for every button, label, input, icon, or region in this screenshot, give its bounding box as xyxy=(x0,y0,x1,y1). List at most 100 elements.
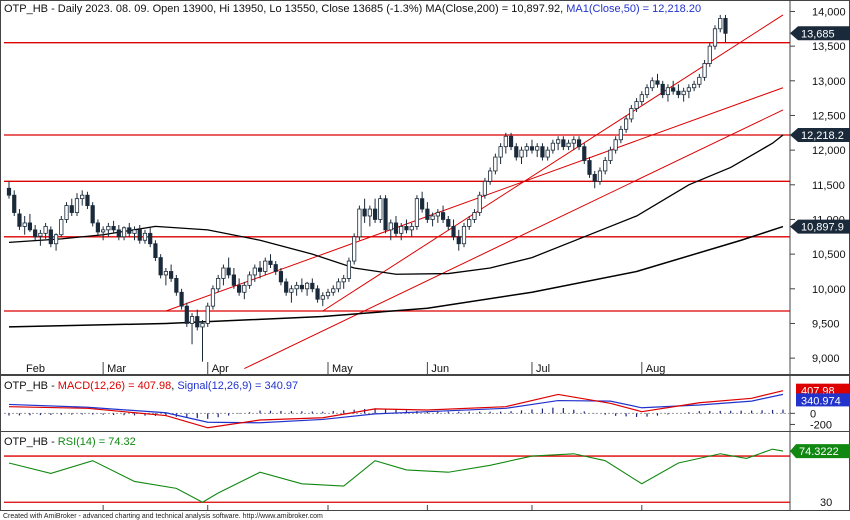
macd-line xyxy=(8,390,784,429)
candle-body xyxy=(655,80,660,85)
channel-trendline xyxy=(322,14,784,312)
candle-body xyxy=(346,260,352,279)
candle-body xyxy=(315,288,320,300)
candle-body xyxy=(477,194,482,213)
candle-body xyxy=(341,277,346,283)
ma200-line xyxy=(8,225,784,328)
candle-body xyxy=(440,212,446,220)
candle-body xyxy=(529,146,535,151)
candle-body xyxy=(639,94,644,102)
candle-body xyxy=(69,205,74,213)
candle-body xyxy=(561,139,566,148)
candle-body xyxy=(325,291,331,297)
candle-body xyxy=(393,222,399,234)
candle-body xyxy=(284,281,289,293)
candle-body xyxy=(629,108,634,120)
candle-body xyxy=(571,139,576,144)
candle-body xyxy=(582,146,587,161)
x-tick-label: Jul xyxy=(536,363,550,375)
candle-body xyxy=(247,274,252,286)
y-tick-label: 12,000 xyxy=(812,145,846,157)
candle-body xyxy=(592,173,597,182)
candle-body xyxy=(17,213,22,227)
candle-body xyxy=(111,225,116,231)
candle-body xyxy=(435,212,440,217)
candle-body xyxy=(613,139,618,151)
candle-body xyxy=(27,222,33,231)
ma50-value-badge-text: 12,218.2 xyxy=(801,130,844,142)
signal-value-text: 340.974 xyxy=(801,395,841,407)
ma50-legend: MA1(Close,50) = 12,218.20 xyxy=(566,3,701,15)
candle-body xyxy=(38,232,43,237)
ma200-value-badge-text: 10,897.9 xyxy=(801,222,844,234)
candle-body xyxy=(22,222,27,227)
candle-body xyxy=(409,225,414,231)
channel-trendline xyxy=(165,87,784,312)
current-price-badge-text: 13,685 xyxy=(801,28,835,40)
candle-body xyxy=(252,267,257,276)
candle-body xyxy=(231,274,236,286)
candle-body xyxy=(493,156,498,172)
candle-body xyxy=(237,284,242,293)
candle-body xyxy=(451,225,456,238)
candle-body xyxy=(624,118,629,130)
candle-body xyxy=(618,128,623,141)
rsi-line xyxy=(8,448,784,503)
candle-body xyxy=(545,149,550,158)
candle-body xyxy=(268,260,273,265)
ma200-value-badge xyxy=(790,219,850,234)
candle-body xyxy=(718,17,723,30)
candle-body xyxy=(179,291,184,307)
candle-body xyxy=(702,63,707,78)
candle-body xyxy=(148,232,153,245)
candle-body xyxy=(676,90,681,96)
candle-body xyxy=(524,146,529,151)
candle-body xyxy=(174,277,179,293)
candle-body xyxy=(6,187,12,196)
candle-body xyxy=(650,80,655,89)
candle-body xyxy=(456,236,461,245)
candle-body xyxy=(634,101,639,109)
candle-body xyxy=(59,219,64,236)
candle-body xyxy=(80,194,85,200)
macd-title: OTP_HB - MACD(12,26) = 407.98, Signal(12… xyxy=(4,380,298,392)
candle-body xyxy=(200,323,205,328)
rsi-title: OTP_HB - RSI(14) = 74.32 xyxy=(4,436,136,448)
macd-legend: MACD(12,26) = 407.98 xyxy=(58,380,171,392)
y-tick-label: 14,000 xyxy=(812,6,846,18)
candle-body xyxy=(116,229,121,238)
candle-body xyxy=(189,316,195,324)
candle-body xyxy=(64,205,69,220)
chart-title: OTP_HB - Daily 2023. 08. 09. Open 13900,… xyxy=(4,3,701,15)
candle-body xyxy=(43,225,48,234)
candle-body xyxy=(503,135,508,148)
candle-body xyxy=(446,219,451,227)
candle-body xyxy=(707,45,712,64)
chart-ohlc-info: - Daily 2023. 08. 09. Open 13900, Hi 139… xyxy=(48,3,566,15)
candle-body xyxy=(53,234,59,245)
candle-body xyxy=(132,229,137,234)
candle-body xyxy=(357,208,362,238)
candle-body xyxy=(362,208,367,217)
candle-body xyxy=(273,264,278,272)
candle-body xyxy=(550,142,555,151)
candle-body xyxy=(210,288,216,307)
candle-body xyxy=(514,146,519,158)
candle-body xyxy=(278,271,284,283)
current-price-badge xyxy=(790,26,850,41)
candle-body xyxy=(587,160,592,175)
candle-body xyxy=(472,212,477,220)
candle-body xyxy=(310,282,315,290)
rsi-legend: RSI(14) = 74.32 xyxy=(58,436,136,448)
candle-body xyxy=(299,284,304,290)
macd-y-tick-label: -200 xyxy=(810,419,832,431)
candle-body xyxy=(519,149,524,158)
candle-body xyxy=(263,260,268,272)
x-tick-label: Jun xyxy=(431,363,449,375)
candle-body xyxy=(158,257,163,276)
y-tick-label: 13,000 xyxy=(812,76,846,88)
candle-body xyxy=(101,229,106,233)
candle-body xyxy=(671,87,676,92)
candle-body xyxy=(420,198,425,210)
